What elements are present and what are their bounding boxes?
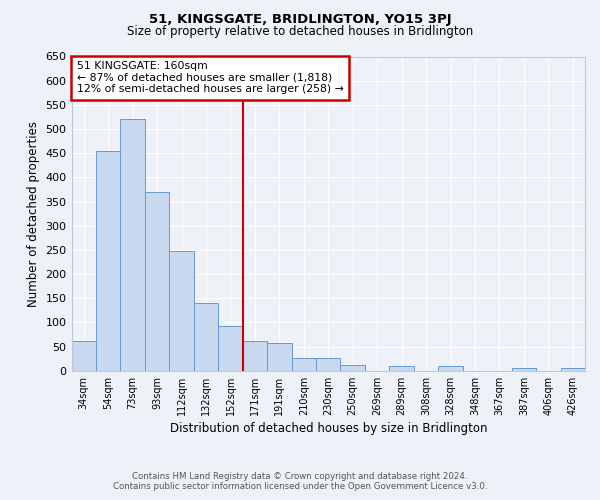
Bar xyxy=(438,366,463,371)
X-axis label: Distribution of detached houses by size in Bridlington: Distribution of detached houses by size … xyxy=(170,422,487,435)
Text: 51 KINGSGATE: 160sqm
← 87% of detached houses are smaller (1,818)
12% of semi-de: 51 KINGSGATE: 160sqm ← 87% of detached h… xyxy=(77,61,343,94)
Text: Size of property relative to detached houses in Bridlington: Size of property relative to detached ho… xyxy=(127,25,473,38)
Bar xyxy=(121,120,145,371)
Bar xyxy=(560,368,585,371)
Bar xyxy=(316,358,340,371)
Y-axis label: Number of detached properties: Number of detached properties xyxy=(27,120,40,306)
Bar xyxy=(267,343,292,371)
Bar xyxy=(169,251,194,371)
Bar xyxy=(145,192,169,371)
Bar xyxy=(292,358,316,371)
Text: 51, KINGSGATE, BRIDLINGTON, YO15 3PJ: 51, KINGSGATE, BRIDLINGTON, YO15 3PJ xyxy=(149,12,451,26)
Bar xyxy=(340,364,365,371)
Bar xyxy=(218,326,242,371)
Bar xyxy=(512,368,536,371)
Bar xyxy=(96,151,121,371)
Bar xyxy=(71,341,96,371)
Bar xyxy=(242,341,267,371)
Bar xyxy=(194,303,218,371)
Bar xyxy=(389,366,414,371)
Text: Contains HM Land Registry data © Crown copyright and database right 2024.
Contai: Contains HM Land Registry data © Crown c… xyxy=(113,472,487,491)
